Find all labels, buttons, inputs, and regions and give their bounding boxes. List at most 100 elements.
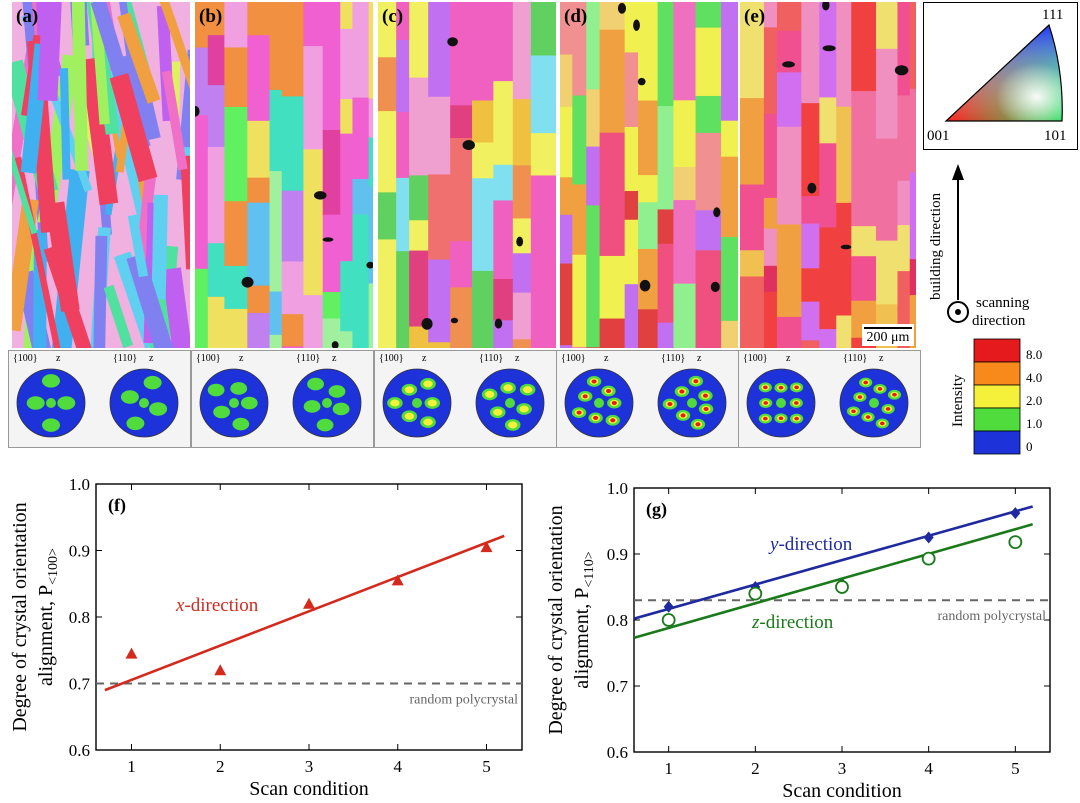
pole-figures-e: {100} z {110} z (738, 350, 921, 448)
plot-frame (95, 483, 523, 751)
x-tick-label: 2 (751, 759, 760, 778)
chart-f: 0.6 0.7 0.8 0.9 1.0 1 2 3 4 5 random polycrystal x-… (9, 475, 523, 800)
scanning-direction-label-1: scanning (976, 295, 1030, 311)
data-point (748, 586, 763, 601)
scale-bar: 200 μm (862, 324, 914, 346)
orientation-map-d-image (560, 2, 738, 348)
y-tick-label: 0.6 (607, 743, 628, 762)
pf-axis-z: z (56, 353, 61, 364)
pf-axis-z: z (515, 353, 520, 364)
x-tick-label: 3 (838, 759, 847, 778)
orientation-map-a-image (12, 2, 190, 348)
data-point (923, 531, 934, 544)
panel-label-b: (b) (199, 6, 223, 27)
series-label: z-direction (751, 612, 834, 633)
pf-label-110: {110} (296, 353, 321, 364)
y-tick-label: 0.9 (607, 545, 628, 564)
pf-axis-z: z (879, 353, 884, 364)
intensity-swatch (973, 338, 1021, 363)
x-tick-label: 1 (127, 757, 136, 776)
data-point (1010, 507, 1021, 520)
pf-label-100: {100} (196, 353, 221, 364)
ipf-corner-111: 111 (1042, 7, 1063, 23)
data-point (835, 580, 849, 594)
data-point (1008, 535, 1023, 550)
ipf-color-key: 111 001 101 (923, 2, 1078, 150)
x-tick-label: 2 (216, 757, 225, 776)
series-label: x-direction (175, 595, 259, 616)
pf-label-100: {100} (379, 353, 404, 364)
data-point (214, 664, 227, 676)
pf-axis-z: z (786, 353, 791, 364)
pole-figures-b-image (199, 368, 362, 438)
direction-key: building direction scanning direction (928, 164, 1030, 329)
x-axis-label: Scan condition (782, 780, 901, 802)
intensity-level-label: 1.0 (1026, 416, 1042, 431)
pf-axis-z: z (697, 353, 702, 364)
orientation-map-d: (d) (560, 2, 738, 348)
pole-figures-a: {100} z {110} z (8, 350, 191, 448)
pf-axis-z: z (239, 353, 244, 364)
intensity-level-label: 8.0 (1026, 347, 1042, 362)
pf-axis-z: z (332, 353, 337, 364)
y-tick-label: 0.8 (607, 611, 628, 630)
arrow-up-icon (952, 164, 964, 180)
series-label: y-direction (768, 534, 853, 555)
intensity-level-label: 0 (1026, 439, 1033, 454)
y-axis-label-line1: Degree of crystal orientation (545, 505, 567, 734)
ipf-corner-101: 101 (1044, 128, 1067, 144)
orientation-map-e: (e) 200 μm (740, 2, 916, 348)
building-direction-label: building direction (928, 192, 944, 300)
data-point (661, 613, 676, 627)
chart-g: 0.6 0.7 0.8 0.9 1.0 1 2 3 4 5 random polycrystal y-… (545, 479, 1051, 802)
y-tick-label: 0.7 (69, 675, 91, 694)
pole-figures-b: {100} z {110} z (191, 350, 374, 448)
pole-figures-d: {100} z {110} z (556, 350, 739, 448)
chart-panel-label: (f) (108, 495, 126, 516)
pole-figures-c-image (382, 368, 545, 438)
y-axis-label-line2: alignment, P<110> (571, 551, 597, 688)
pf-label-110: {110} (843, 353, 868, 364)
x-tick-label: 1 (664, 759, 673, 778)
intensity-swatch (973, 384, 1021, 409)
orientation-map-c: (c) (378, 2, 556, 348)
intensity-legend: Intensity 8.0 4.0 2.0 1.0 0 (950, 338, 1042, 455)
panel-label-c: (c) (382, 6, 404, 27)
intensity-level-label: 2.0 (1026, 393, 1042, 408)
pole-figures-c: {100} z {110} z (374, 350, 557, 448)
intensity-swatch (973, 407, 1021, 432)
data-point (391, 574, 404, 586)
pf-axis-z: z (149, 353, 154, 364)
orientation-map-e-image (740, 2, 916, 348)
x-tick-label: 4 (924, 759, 933, 778)
pf-axis-z: z (604, 353, 609, 364)
reference-label: random polycrystal (410, 693, 519, 708)
ipf-corner-001: 001 (927, 128, 950, 144)
data-point (663, 600, 674, 613)
pf-label-110: {110} (113, 353, 138, 364)
data-point (303, 597, 315, 609)
ipf-triangle: 111 001 101 (927, 7, 1067, 144)
x-tick-label: 5 (1011, 759, 1020, 778)
fit-line (633, 523, 1034, 640)
intensity-level-label: 4.0 (1026, 370, 1042, 385)
y-axis-label-line1: Degree of crystal orientation (9, 502, 31, 731)
x-tick-label: 3 (305, 757, 314, 776)
panel-label-a: (a) (16, 6, 39, 27)
data-point (125, 647, 138, 659)
scanning-direction-label-2: direction (972, 313, 1026, 329)
pole-figures-e-image (746, 368, 909, 438)
pole-figures-d-image (564, 368, 727, 438)
orientation-map-b: (b) (195, 2, 373, 348)
y-tick-label: 0.8 (69, 608, 90, 627)
chart-panel-label: (g) (646, 499, 667, 520)
y-axis-label-line2: alignment, P<100> (35, 548, 61, 686)
x-tick-label: 5 (482, 757, 491, 776)
y-tick-label: 0.9 (69, 542, 90, 561)
pf-label-100: {100} (743, 353, 768, 364)
x-axis-label: Scan condition (249, 778, 368, 800)
panel-label-e: (e) (744, 6, 766, 27)
intensity-swatch (973, 430, 1021, 455)
y-tick-label: 1.0 (607, 479, 628, 498)
orientation-map-c-image (378, 2, 556, 348)
